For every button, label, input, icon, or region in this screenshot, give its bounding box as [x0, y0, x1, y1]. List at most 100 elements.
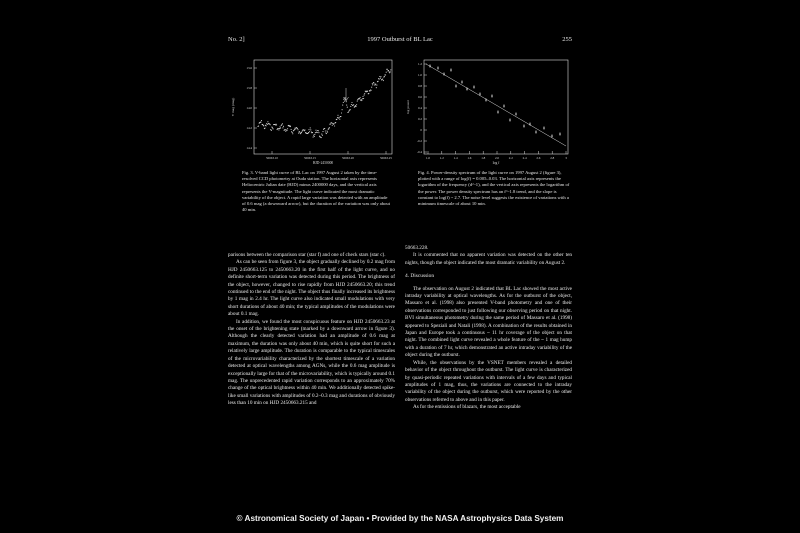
- figure-4-plot: log power log f 1.2 1.0 0.8 0.6 0.4 0.2 0 -0.2 -…: [406, 59, 569, 165]
- x-tick-label: 2.0: [495, 156, 499, 160]
- data-point: [293, 129, 295, 131]
- data-point: [443, 73, 445, 75]
- figure-3-plot: V mag (mag) HJD-2450000 13.6 13.8 14.0 14.2…: [231, 59, 393, 165]
- data-point: [316, 132, 318, 134]
- data-point: [309, 127, 311, 129]
- x-tick-label: 2.4: [523, 156, 527, 160]
- data-point: [275, 123, 277, 125]
- paragraph: 50663.228.: [405, 245, 429, 251]
- y-tick-label: 14.0: [246, 106, 252, 110]
- data-point: [289, 125, 291, 127]
- data-point: [361, 98, 363, 100]
- data-point: [274, 124, 276, 126]
- data-point: [380, 76, 382, 78]
- data-point: [372, 84, 374, 86]
- data-point: [338, 116, 340, 118]
- x-tick-label: 50663.15: [304, 156, 316, 160]
- data-point: [382, 78, 384, 80]
- data-point: [334, 125, 336, 127]
- y-tick-label: 0: [420, 128, 422, 132]
- data-point: [284, 129, 286, 131]
- data-point: [282, 125, 285, 127]
- data-point: [260, 121, 262, 123]
- data-point: [258, 125, 260, 127]
- data-point: [290, 128, 292, 130]
- data-point: [356, 104, 358, 106]
- data-point: [363, 98, 365, 100]
- x-tick-label: 2.8: [550, 156, 554, 160]
- data-point: [281, 124, 283, 126]
- data-point: [379, 77, 381, 79]
- data-point: [437, 67, 439, 69]
- data-point: [321, 133, 323, 135]
- data-point: [320, 137, 322, 139]
- figure-3-frame: [253, 59, 393, 155]
- data-point: [346, 106, 348, 108]
- data-point: [378, 78, 380, 80]
- section-heading: 4. Discussion: [405, 273, 435, 280]
- data-point: [389, 72, 391, 74]
- y-tick-label: 13.6: [246, 66, 252, 70]
- left-column: parisons between the comparison star (st…: [228, 252, 395, 408]
- data-point: [365, 91, 368, 93]
- running-title: 1997 Outburst of BL Lac: [367, 36, 433, 43]
- x-tick-label: 1.4: [454, 156, 458, 160]
- data-point: [286, 129, 288, 131]
- data-point: [328, 128, 330, 130]
- data-point: [383, 75, 385, 77]
- data-point: [277, 128, 279, 130]
- data-point: [348, 110, 350, 112]
- data-point: [351, 101, 353, 104]
- data-point: [340, 112, 343, 114]
- data-point: [353, 104, 355, 106]
- data-point: [264, 127, 266, 129]
- data-point: [300, 131, 303, 133]
- y-tick-label: 0.4: [418, 106, 422, 110]
- data-point: [324, 130, 326, 132]
- paragraph: As can be seen from figure 3, the object…: [228, 259, 395, 318]
- data-point: [551, 135, 553, 137]
- data-point: [287, 128, 289, 130]
- data-point: [307, 132, 310, 134]
- data-point: [333, 123, 335, 125]
- running-header: No. 2] 1997 Outburst of BL Lac 255: [228, 36, 572, 48]
- data-point: [329, 123, 332, 125]
- data-point: [272, 128, 274, 130]
- data-point: [336, 117, 339, 119]
- data-point: [288, 125, 290, 127]
- data-point: [293, 128, 296, 130]
- data-point: [346, 104, 348, 106]
- data-point: [317, 130, 319, 132]
- data-point: [289, 126, 292, 128]
- data-point: [342, 104, 344, 106]
- data-point: [375, 87, 377, 89]
- data-point: [335, 122, 337, 124]
- paragraph: It is commented that no apparent variati…: [405, 252, 572, 266]
- data-point: [371, 83, 373, 85]
- data-point: [296, 127, 298, 130]
- data-point: [280, 127, 282, 129]
- journal-page: No. 2] 1997 Outburst of BL Lac 255 V mag…: [206, 0, 594, 533]
- data-point: [301, 130, 303, 132]
- x-tick-label: 3: [565, 156, 567, 160]
- data-point: [313, 134, 315, 136]
- data-point: [358, 98, 361, 100]
- data-point: [515, 113, 517, 115]
- figure-4-caption: Fig. 4. Power-density spectrum of the li…: [418, 170, 570, 207]
- data-point: [345, 101, 347, 103]
- paragraph: The observation on August 2 indicated th…: [405, 285, 572, 359]
- downward-arrow: [343, 88, 349, 102]
- data-point: [282, 127, 284, 129]
- data-point: [361, 100, 363, 102]
- data-point: [271, 127, 274, 129]
- y-tick-label: 0.6: [418, 95, 422, 99]
- data-point: [373, 82, 375, 84]
- data-point: [313, 135, 315, 138]
- data-point: [377, 80, 379, 82]
- data-point: [385, 74, 387, 76]
- data-point: [310, 129, 312, 131]
- data-point: [523, 125, 525, 127]
- y-tick-label: -0.2: [417, 139, 422, 143]
- y-tick-label: 1.0: [418, 73, 422, 77]
- data-point: [322, 131, 324, 133]
